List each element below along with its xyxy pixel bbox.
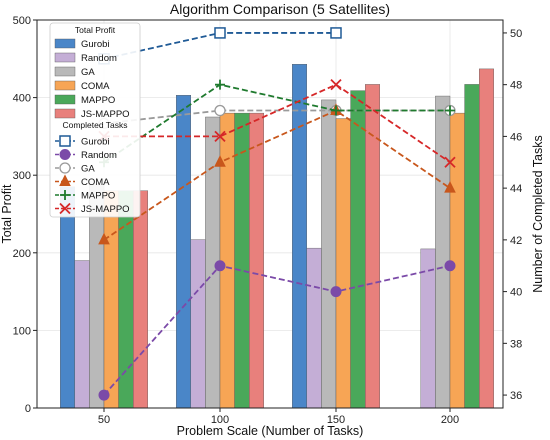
x-axis-label: Problem Scale (Number of Tasks) [177, 424, 364, 438]
legend-swatch-ga [54, 66, 76, 77]
line-random [103, 264, 451, 396]
legend-label-js-mappo: JS-MAPPO [81, 109, 130, 120]
task-lines [98, 27, 456, 401]
y2-axis-label: Number of Completed Tasks [531, 135, 545, 292]
y-axis-right: 36 38 40 42 44 46 48 50 [503, 28, 522, 402]
point-js-mappo [330, 79, 342, 91]
bar-js-mappo [132, 190, 148, 409]
bar-random [74, 260, 90, 409]
bar-mappo [118, 190, 134, 409]
y-axis-left: 0 100 200 300 400 500 [13, 15, 37, 415]
legend-swatch-coma [54, 80, 76, 91]
y-tick-label: 500 [13, 15, 31, 27]
bar-coma [449, 112, 465, 409]
bar-ga [89, 184, 105, 409]
legend-label-random: Random [81, 53, 117, 64]
x-tick-label: 100 [211, 414, 229, 426]
point-random [98, 389, 110, 401]
legend-label-task-ga: GA [81, 164, 95, 175]
point-random [330, 286, 342, 298]
y-tick-label: 400 [13, 93, 31, 105]
legend-label-ga: GA [81, 67, 95, 78]
bar-gurobi [60, 186, 76, 409]
point-mappo [445, 105, 455, 116]
line-ga [103, 109, 450, 125]
legend-label-task-coma: COMA [81, 177, 110, 188]
y-tick-label: 100 [13, 325, 31, 337]
x-tick-label: 200 [441, 414, 459, 426]
legend-marker-js-mappo [59, 202, 71, 215]
legend-marker-random [59, 149, 71, 160]
y-tick-label: 200 [13, 248, 31, 260]
y2-tick-label: 44 [510, 183, 522, 195]
x-tick-label: 50 [98, 414, 110, 426]
legend-swatch-gurobi [54, 38, 76, 49]
bar-js-mappo [365, 84, 381, 409]
plot-frame [36, 19, 504, 409]
point-gurobi [214, 27, 226, 39]
chart-title: Algorithm Comparison (5 Satellites) [170, 1, 390, 17]
bar-ga [321, 99, 337, 409]
legend-label-mappo: MAPPO [81, 95, 115, 106]
legend-swatch-mappo [54, 94, 76, 105]
legend-swatch-random [54, 52, 76, 63]
y2-tick-label: 48 [510, 80, 522, 92]
bar-mappo [464, 84, 480, 409]
bar-coma [219, 112, 235, 409]
point-coma [214, 155, 226, 167]
point-ga [214, 104, 226, 117]
legend-marker-ga [59, 162, 71, 174]
bar-gurobi [292, 64, 308, 409]
bars [60, 64, 495, 409]
point-random [444, 260, 456, 272]
bar-mappo [234, 112, 250, 409]
y2-tick-label: 46 [510, 131, 522, 143]
line-mappo [103, 83, 450, 164]
y2-tick-label: 38 [510, 338, 522, 350]
bar-random [190, 239, 206, 409]
line-js-mappo [104, 83, 451, 164]
point-mappo [331, 105, 341, 116]
legend-swatch-js-mappo [54, 108, 76, 119]
line-coma [103, 109, 451, 241]
legend-title-tasks: Completed Tasks [62, 120, 127, 130]
legend-marker-mappo [60, 190, 70, 200]
bar-coma [335, 118, 351, 409]
y2-tick-label: 36 [510, 390, 522, 402]
bar-ga [435, 95, 451, 409]
legend-label-coma: COMA [81, 81, 110, 92]
x-tick-label: 150 [327, 414, 345, 426]
bar-mappo [350, 90, 366, 409]
legend-marker-coma [59, 174, 71, 186]
legend-marker-gurobi [59, 135, 71, 147]
legend-title-profit: Total Profit [75, 25, 116, 35]
legend-label-task-random: Random [81, 150, 117, 161]
y2-tick-label: 50 [510, 28, 522, 40]
legend-label-gurobi: Gurobi [81, 39, 110, 50]
point-js-mappo [214, 130, 226, 143]
bar-random [306, 247, 322, 409]
bar-js-mappo [248, 112, 264, 409]
legend-label-task-gurobi: Gurobi [81, 137, 110, 148]
legend-label-task-mappo: MAPPO [81, 191, 115, 202]
bar-coma [103, 190, 119, 409]
point-coma [444, 181, 456, 193]
point-gurobi [330, 27, 342, 39]
point-coma [98, 232, 110, 245]
bar-js-mappo [479, 68, 495, 409]
y-axis-label: Total Profit [0, 184, 14, 244]
bar-gurobi [175, 95, 191, 409]
y-tick-label: 300 [13, 170, 31, 182]
legend: Total Profit Completed Tasks Gurobi Rando… [49, 22, 141, 218]
legend-label-task-js-mappo: JS-MAPPO [81, 204, 130, 215]
x-axis: 50 100 150 200 [98, 408, 459, 426]
point-random [214, 260, 226, 272]
y2-tick-label: 42 [510, 235, 522, 247]
y2-tick-label: 40 [510, 287, 522, 299]
y-tick-label: 0 [25, 403, 31, 415]
point-mappo [215, 79, 225, 90]
point-js-mappo [444, 156, 456, 168]
